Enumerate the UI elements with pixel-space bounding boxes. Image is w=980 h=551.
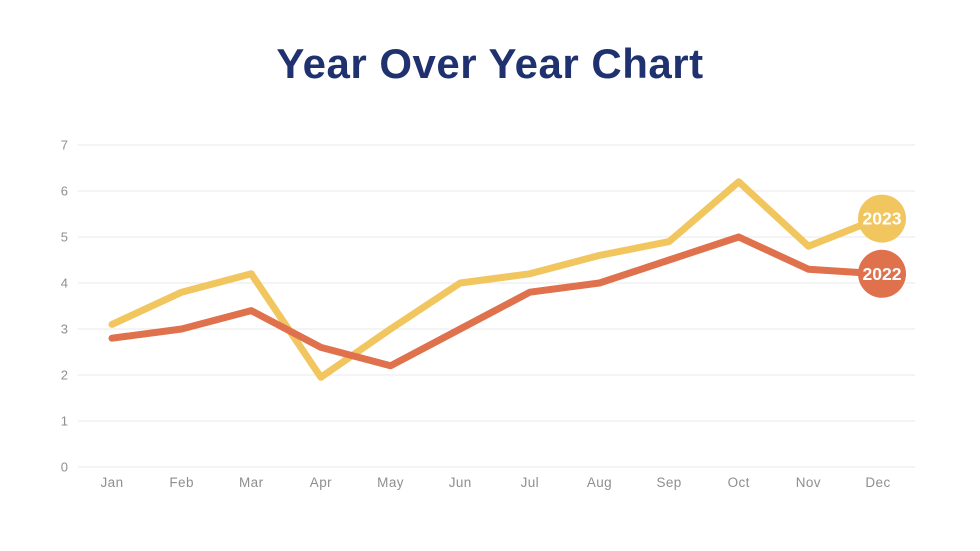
x-axis-label-jun: Jun [449,475,472,490]
x-axis-label-dec: Dec [865,475,890,490]
x-axis-label-jul: Jul [521,475,539,490]
y-axis-label-3: 3 [61,322,68,337]
chart-title: Year Over Year Chart [276,40,704,87]
y-axis-label-6: 6 [61,184,68,199]
series-line-2023 [108,178,882,381]
legend-badge-2023 [858,194,906,243]
x-axis-label-mar: Mar [239,475,264,490]
legend-badge-label-2022: 2022 [863,264,902,284]
legend-badge-2022 [858,249,906,298]
y-axis-label-5: 5 [61,230,68,245]
series-line-2022 [108,233,882,370]
legend-badge-label-2023: 2023 [863,209,902,229]
y-axis-label-7: 7 [61,138,68,153]
x-axis-label-apr: Apr [310,475,332,490]
x-axis-label-sep: Sep [656,475,681,490]
x-axis-label-nov: Nov [796,475,821,490]
y-axis-label-0: 0 [61,460,68,475]
x-axis-label-feb: Feb [169,475,193,490]
y-axis-label-4: 4 [61,276,68,291]
x-axis-label-may: May [377,475,404,490]
y-axis-label-2: 2 [61,368,68,383]
x-axis-label-aug: Aug [587,475,612,490]
x-axis-label-jan: Jan [101,475,124,490]
x-axis-label-oct: Oct [728,475,750,490]
y-axis-label-1: 1 [61,414,68,429]
